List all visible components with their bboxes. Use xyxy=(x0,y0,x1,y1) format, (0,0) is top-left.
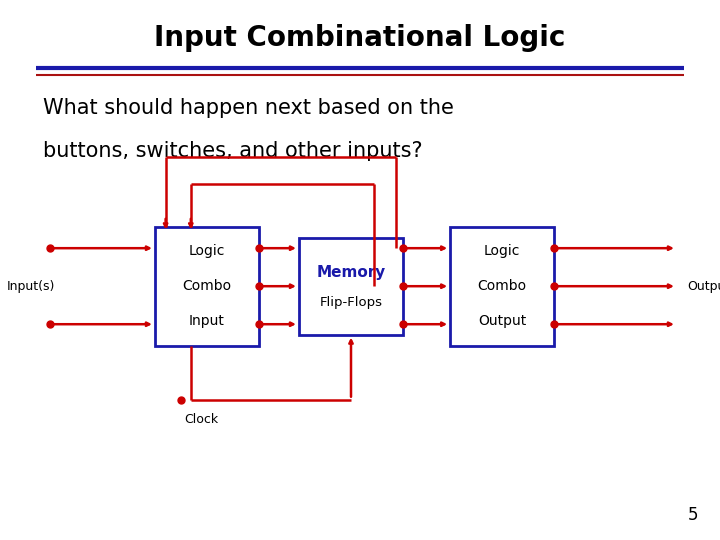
Text: Output: Output xyxy=(478,314,526,328)
Text: buttons, switches, and other inputs?: buttons, switches, and other inputs? xyxy=(43,141,423,161)
Text: Input: Input xyxy=(189,314,225,328)
Text: Input(s): Input(s) xyxy=(7,280,55,293)
Text: Flip-Flops: Flip-Flops xyxy=(320,296,382,309)
Bar xyxy=(299,238,403,335)
Text: Clock: Clock xyxy=(184,413,218,426)
Bar xyxy=(450,227,554,346)
Text: Combo: Combo xyxy=(477,279,527,293)
Bar xyxy=(155,227,259,346)
Text: Output(s): Output(s) xyxy=(688,280,720,293)
Text: Combo: Combo xyxy=(182,279,232,293)
Text: Logic: Logic xyxy=(189,244,225,258)
Text: 5: 5 xyxy=(688,506,698,524)
Text: What should happen next based on the: What should happen next based on the xyxy=(43,98,454,118)
Text: Logic: Logic xyxy=(484,244,521,258)
Text: Input Combinational Logic: Input Combinational Logic xyxy=(154,24,566,52)
Text: Memory: Memory xyxy=(316,265,386,280)
